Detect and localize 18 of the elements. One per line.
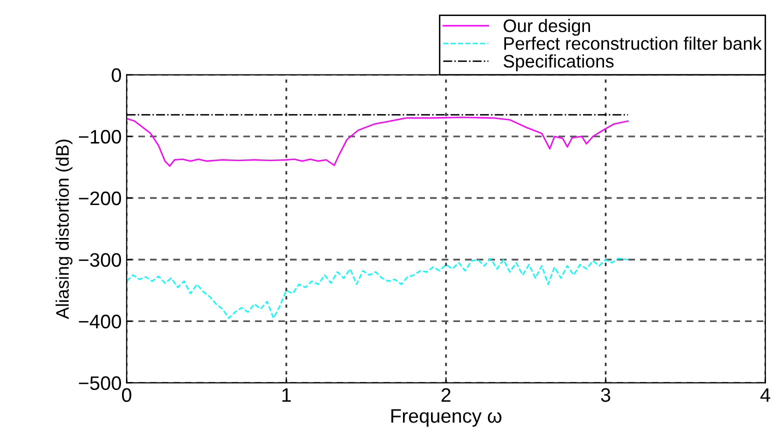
y-tick-label: −500 <box>78 376 122 390</box>
line-series <box>126 258 629 319</box>
y-tick-label: 0 <box>112 68 122 82</box>
y-tick-label: −100 <box>78 130 122 144</box>
legend-label: Our design <box>504 18 590 36</box>
y-tick-label: −300 <box>78 253 122 267</box>
x-tick-label: 2 <box>442 388 450 402</box>
x-tick-label: 1 <box>282 388 291 402</box>
y-tick-label: −400 <box>78 314 122 328</box>
x-tick-label: 4 <box>760 388 770 402</box>
y-axis-title: Aliasing distortion (dB) <box>56 140 72 320</box>
y-tick-label: −200 <box>78 191 122 206</box>
x-tick-label: 3 <box>601 388 610 402</box>
legend-label: Specifications <box>504 54 614 72</box>
line-series <box>126 116 629 167</box>
x-tick-label: 0 <box>122 388 132 402</box>
legend-label: Perfect reconstruction filter bank <box>504 36 762 50</box>
x-axis-title: Frequency ω <box>391 409 502 427</box>
